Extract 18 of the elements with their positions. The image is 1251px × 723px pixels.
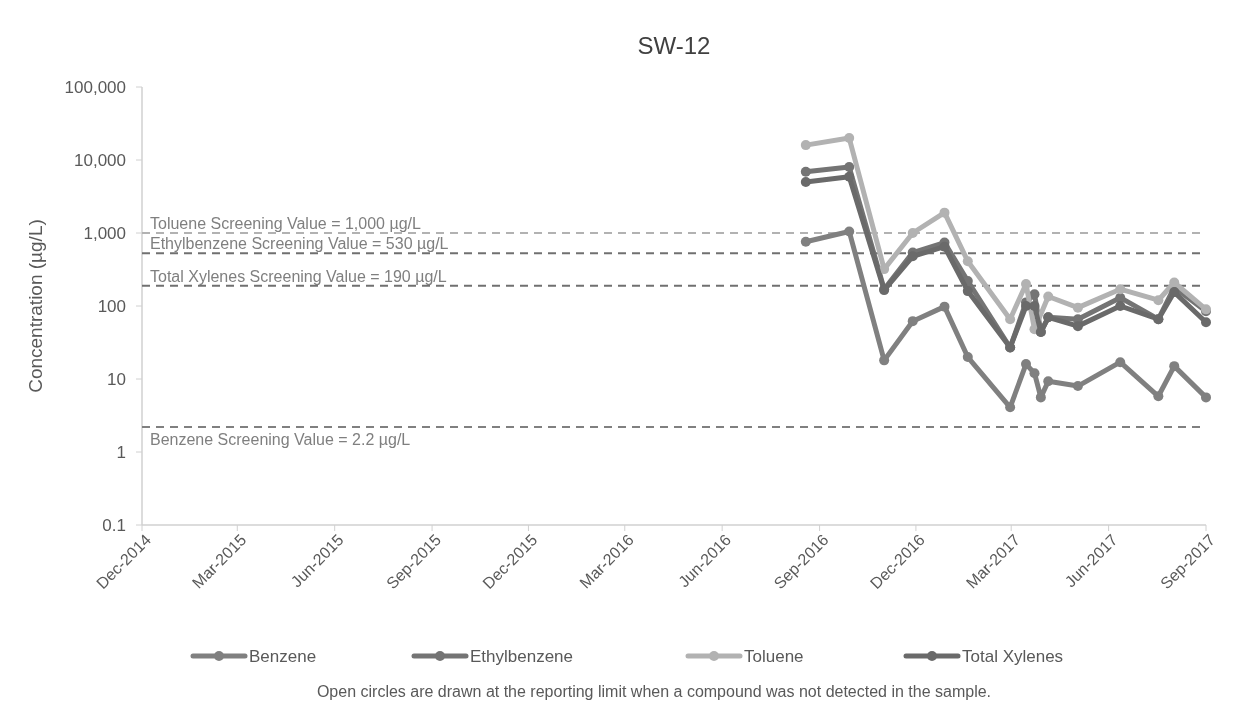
ref-line-label: Ethylbenzene Screening Value = 530 µg/L <box>150 235 449 253</box>
ref-line-label: Total Xylenes Screening Value = 190 µg/L <box>150 267 447 285</box>
y-tick-label: 10 <box>107 369 126 389</box>
text: Open circles are drawn at the reporting limit when a compound was not detected in the sample. <box>316 683 992 700</box>
ref-line-label: Benzene Screening Value = 2.2 µg/L <box>150 431 411 448</box>
chart-title: SW-12 <box>637 32 711 59</box>
y-tick-label: 100 <box>97 296 126 316</box>
y-axis-title: Concentration (µg/L) <box>25 219 46 393</box>
legend-label: Total Xylenes <box>962 646 1064 666</box>
y-tick-label: 0.1 <box>102 515 126 535</box>
ref-line-label: Toluene Screening Value = 1,000 µg/L <box>150 215 421 232</box>
legend-label: Benzene <box>249 646 317 666</box>
legend-label: Ethylbenzene <box>470 646 574 666</box>
y-tick-label: 1,000 <box>83 223 126 243</box>
y-tick-label: 1 <box>116 442 126 462</box>
y-tick-label: 100,000 <box>64 77 126 97</box>
y-tick-label: 10,000 <box>74 150 126 170</box>
legend-label: Toluene <box>744 646 804 666</box>
